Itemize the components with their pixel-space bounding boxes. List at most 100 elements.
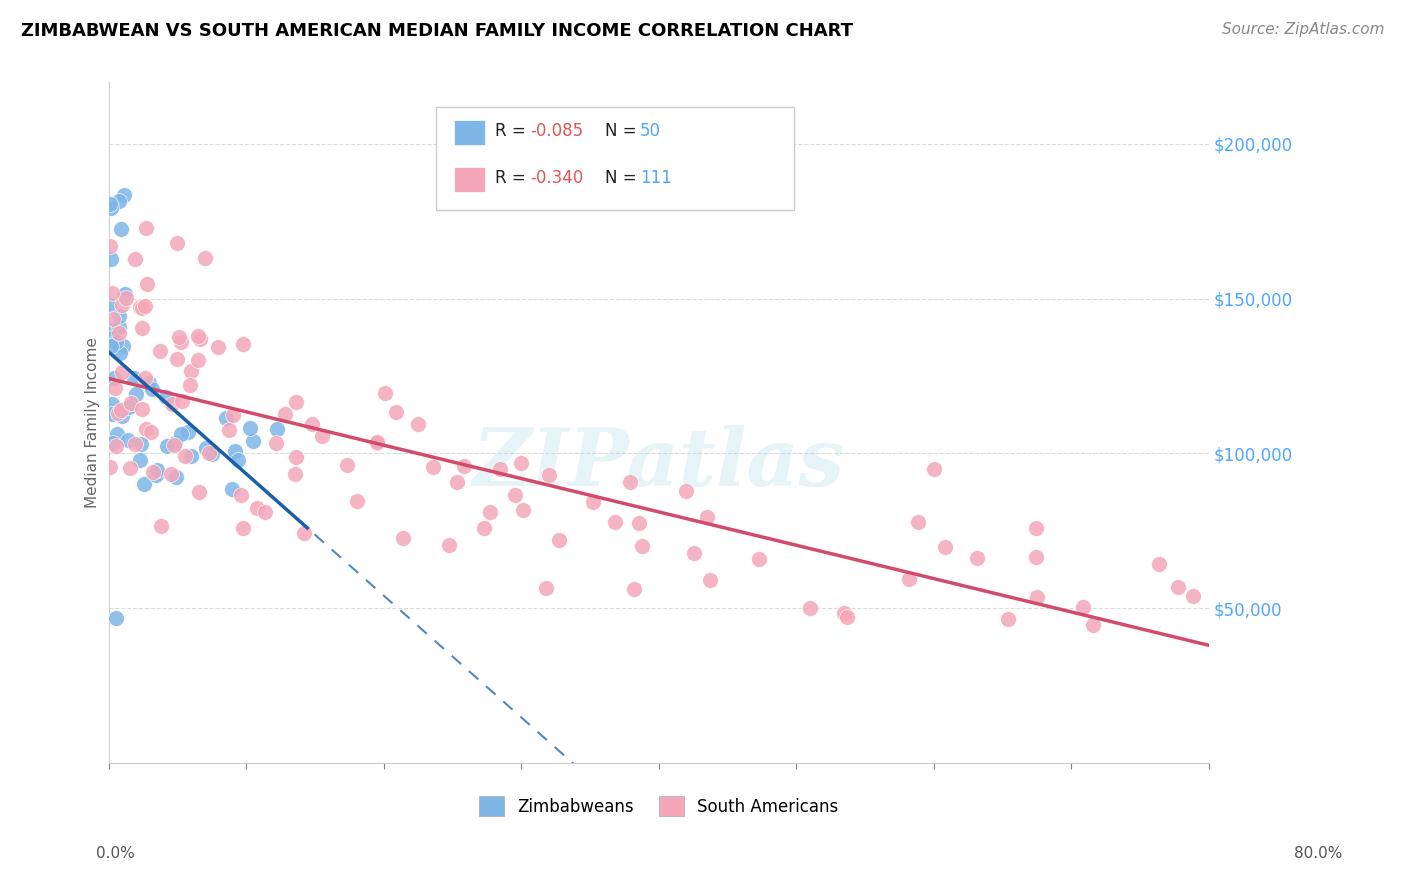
Point [1182, 589, 1205, 603]
Point [134, 299, 156, 313]
Point [246, 500, 269, 515]
Point [218, 423, 240, 437]
Point [145, 468, 167, 483]
Point [221, 482, 243, 496]
Point [173, 450, 195, 464]
Y-axis label: Median Family Income: Median Family Income [86, 337, 100, 508]
Point [103, 436, 125, 450]
Point [392, 531, 415, 545]
Point [111, 338, 134, 352]
Point [118, 460, 141, 475]
Point [534, 581, 557, 595]
Point [135, 422, 157, 436]
Point [129, 437, 152, 451]
Point [336, 458, 359, 472]
Point [114, 291, 136, 305]
Point [110, 346, 132, 360]
Point [285, 450, 308, 464]
Text: 0.0%: 0.0% [96, 847, 135, 861]
Text: ZIPatlas: ZIPatlas [472, 425, 845, 502]
Point [1025, 590, 1047, 604]
Point [224, 444, 246, 458]
Point [146, 463, 169, 477]
Point [110, 297, 132, 311]
Point [194, 252, 217, 266]
Point [188, 484, 211, 499]
Point [166, 235, 188, 250]
Point [273, 407, 295, 421]
Point [98, 239, 121, 253]
Point [512, 503, 534, 517]
Point [163, 436, 186, 450]
Point [627, 516, 650, 530]
Point [98, 196, 121, 211]
Point [160, 397, 183, 411]
Legend: Zimbabweans, South Americans: Zimbabweans, South Americans [472, 789, 845, 823]
Point [131, 321, 153, 335]
Point [101, 331, 124, 345]
Text: R =: R = [495, 169, 531, 186]
Point [446, 475, 468, 489]
Point [160, 467, 183, 482]
Point [100, 201, 122, 215]
Point [150, 519, 173, 533]
Point [167, 330, 190, 344]
Point [163, 438, 186, 452]
Point [503, 488, 526, 502]
Point [453, 458, 475, 473]
Point [832, 606, 855, 620]
Point [239, 421, 262, 435]
Point [699, 573, 721, 587]
Point [346, 493, 368, 508]
Point [374, 386, 396, 401]
Point [907, 515, 929, 529]
Point [422, 460, 444, 475]
Point [582, 495, 605, 509]
Point [301, 417, 323, 431]
Point [837, 610, 859, 624]
Point [187, 352, 209, 367]
Point [98, 298, 121, 312]
Point [207, 340, 229, 354]
Point [284, 395, 307, 409]
Text: -0.340: -0.340 [530, 169, 583, 186]
Point [128, 301, 150, 315]
Point [229, 488, 252, 502]
Point [156, 439, 179, 453]
Point [232, 521, 254, 535]
Point [231, 337, 253, 351]
Point [124, 437, 146, 451]
Point [547, 533, 569, 548]
Point [129, 453, 152, 467]
Point [197, 446, 219, 460]
Point [222, 408, 245, 422]
Point [170, 426, 193, 441]
Point [748, 552, 770, 566]
Point [131, 301, 153, 315]
Point [170, 334, 193, 349]
Point [966, 551, 988, 566]
Point [104, 610, 127, 624]
Point [165, 469, 187, 483]
Text: 50: 50 [640, 122, 661, 140]
Point [311, 428, 333, 442]
Text: 80.0%: 80.0% [1295, 847, 1343, 861]
Point [1167, 580, 1189, 594]
Point [107, 194, 129, 208]
Point [408, 417, 430, 431]
Point [139, 425, 162, 439]
Point [799, 601, 821, 615]
Point [366, 436, 388, 450]
Point [619, 475, 641, 489]
Point [180, 449, 202, 463]
Point [100, 252, 122, 266]
Text: 111: 111 [640, 169, 672, 186]
Point [1149, 557, 1171, 571]
Point [675, 483, 697, 498]
Point [114, 287, 136, 301]
Point [172, 394, 194, 409]
Point [366, 435, 388, 450]
Point [682, 546, 704, 560]
Point [110, 221, 132, 235]
Point [100, 339, 122, 353]
